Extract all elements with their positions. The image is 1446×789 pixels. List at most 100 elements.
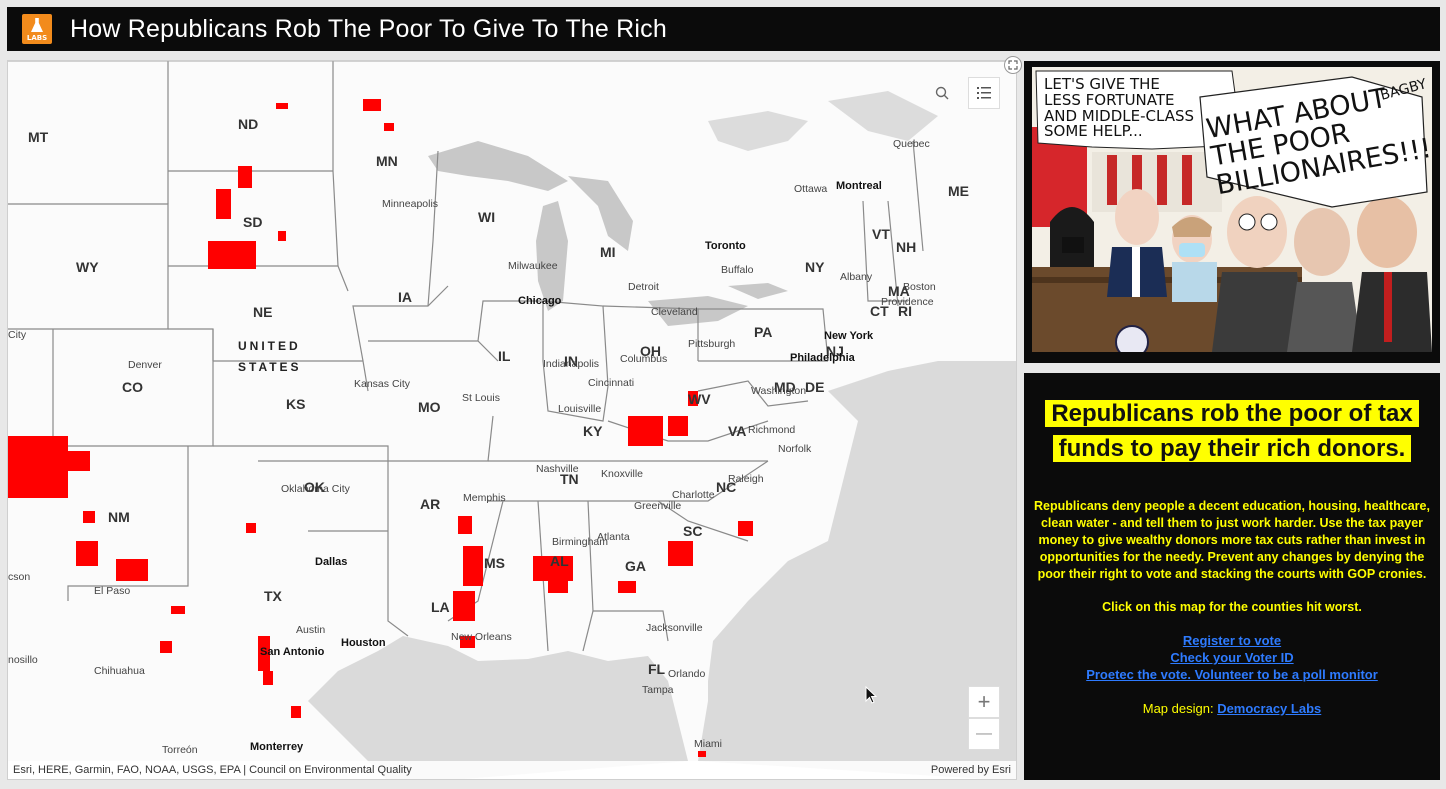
city-label-chihuahua: Chihuahua (94, 665, 145, 677)
state-label-pa: PA (754, 324, 773, 340)
search-button[interactable] (926, 77, 958, 109)
state-label-mi: MI (600, 244, 616, 260)
county-mn-2[interactable] (384, 123, 394, 131)
democracy-labs-link[interactable]: Democracy Labs (1217, 701, 1322, 716)
city-label-cleveland: Cleveland (651, 306, 698, 318)
city-label-austin: Austin (296, 624, 326, 636)
city-label-greenville: Greenville (634, 500, 682, 512)
state-label-md: MD (774, 379, 796, 395)
county-tx-5[interactable] (291, 706, 301, 718)
county-mn-1[interactable] (363, 99, 381, 111)
state-label-ri: RI (898, 303, 912, 319)
city-label-houston: Houston (341, 637, 386, 649)
state-label-wi: WI (478, 209, 496, 225)
state-label-il: IL (498, 348, 511, 364)
state-label-tn: TN (560, 471, 579, 487)
state-label-me: ME (948, 183, 969, 199)
register-to-vote-link[interactable]: Register to vote (1182, 633, 1282, 648)
city-label-kansas-city: Kansas City (354, 378, 411, 390)
logo-text: LABS (26, 34, 48, 42)
county-ga-1[interactable] (618, 581, 636, 593)
cartoon-panel: LET'S GIVE THE LESS FORTUNATE AND MIDDLE… (1024, 61, 1440, 363)
county-nm-3[interactable] (76, 541, 98, 566)
poll-monitor-link[interactable]: Proetec the vote. Volunteer to be a poll… (1086, 667, 1378, 682)
state-label-la: LA (431, 599, 450, 615)
legend-button[interactable] (968, 77, 1000, 109)
city-label-el-paso: El Paso (94, 585, 131, 597)
county-nd-1[interactable] (276, 103, 288, 109)
expand-map-button[interactable] (1004, 56, 1022, 74)
state-label-nd: ND (238, 116, 259, 132)
county-nm-1[interactable] (68, 451, 90, 471)
city-label-boston: Boston (903, 281, 936, 293)
zoom-out-button[interactable]: — (968, 718, 1000, 750)
political-cartoon-image: LET'S GIVE THE LESS FORTUNATE AND MIDDLE… (1032, 67, 1432, 352)
city-label-new-york: New York (824, 330, 874, 342)
county-nc-1[interactable] (738, 521, 753, 536)
state-label-ne: NE (253, 304, 273, 320)
county-nm-4[interactable] (116, 559, 148, 581)
state-label-wv: WV (688, 391, 711, 407)
check-voter-id-link[interactable]: Check your Voter ID (1170, 650, 1294, 665)
powered-by-esri[interactable]: Powered by Esri (930, 764, 1011, 776)
city-label-jacksonville: Jacksonville (646, 622, 703, 634)
search-icon (935, 86, 949, 100)
city-label-albany: Albany (840, 271, 873, 283)
city-label-dallas: Dallas (315, 556, 348, 568)
city-label-ottawa: Ottawa (794, 183, 828, 195)
county-tx-1[interactable] (246, 523, 256, 533)
state-label-nc: NC (716, 479, 737, 495)
state-label-mn: MN (376, 153, 398, 169)
city-label-partial-cson: cson (8, 571, 31, 583)
city-label-partial-nosillo: nosillo (8, 654, 38, 666)
map-design-credit: Map design: Democracy Labs (1024, 701, 1440, 716)
county-ms-2[interactable] (453, 591, 475, 621)
county-nm-2[interactable] (83, 511, 95, 523)
democracy-labs-logo[interactable]: LABS (22, 14, 52, 44)
county-la-1[interactable] (460, 636, 475, 648)
city-label-minneapolis: Minneapolis (382, 198, 439, 210)
county-sd-4[interactable] (278, 231, 286, 241)
county-wv-1[interactable] (688, 391, 698, 406)
county-ky-2[interactable] (668, 416, 688, 436)
county-sc-1[interactable] (668, 541, 693, 566)
county-fl-1[interactable] (698, 751, 706, 757)
city-label-indianapolis: Indianapolis (543, 358, 600, 370)
state-label-sc: SC (683, 523, 703, 539)
city-label-montreal: Montreal (836, 180, 882, 192)
state-label-mo: MO (418, 399, 441, 415)
county-tx-4[interactable] (263, 671, 273, 685)
map-basemap (8, 61, 1016, 779)
city-label-partial-city: City (8, 329, 27, 341)
cartoon-illustration (1032, 67, 1432, 352)
county-ms-1[interactable] (463, 546, 483, 586)
city-label-providence: Providence (881, 296, 934, 308)
map-view[interactable]: UNITED STATES MT ND MN WY SD WI MI NY VT… (7, 60, 1017, 780)
county-az-1[interactable] (8, 436, 68, 498)
state-label-vt: VT (872, 226, 890, 242)
county-sd-2[interactable] (216, 189, 231, 219)
country-label-line1: UNITED (238, 339, 301, 353)
county-tx-3[interactable] (258, 636, 270, 671)
zoom-in-button[interactable]: + (968, 686, 1000, 718)
state-label-ct: CT (870, 303, 889, 319)
county-al-1[interactable] (533, 556, 573, 581)
state-label-ky: KY (583, 423, 603, 439)
city-label-chicago: Chicago (518, 295, 562, 307)
state-label-de: DE (805, 379, 825, 395)
city-label-louisville: Louisville (558, 403, 602, 415)
state-label-va: VA (728, 423, 747, 439)
county-al-2[interactable] (548, 581, 568, 593)
county-tx-2[interactable] (171, 606, 185, 614)
county-tx-6[interactable] (160, 641, 172, 653)
city-label-milwaukee: Milwaukee (508, 260, 558, 272)
county-overlay[interactable] (8, 61, 1017, 780)
panel-headline: Republicans rob the poor of tax funds to… (1045, 400, 1419, 462)
county-sd-3[interactable] (208, 241, 256, 269)
county-ar-1[interactable] (458, 516, 472, 534)
county-ky-1[interactable] (628, 416, 663, 446)
state-label-ar: AR (420, 496, 441, 512)
county-sd-1[interactable] (238, 166, 252, 188)
state-label-ms: MS (484, 555, 505, 571)
expand-icon (1008, 60, 1018, 70)
